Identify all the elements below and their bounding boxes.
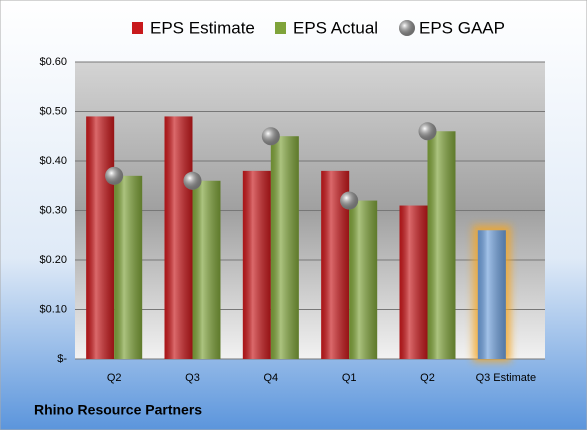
- bar-shine: [270, 136, 299, 359]
- x-tick-label: Q3 Estimate: [476, 372, 537, 384]
- y-tick-label: $0.20: [39, 254, 67, 266]
- gaap-marker-shine: [183, 171, 202, 190]
- bar-shine: [427, 131, 456, 359]
- bar-shine: [399, 205, 428, 359]
- x-tick-label: Q2: [420, 372, 435, 384]
- gaap-marker-shine: [418, 122, 437, 141]
- legend-swatch: [132, 22, 143, 34]
- y-tick-label: $0.30: [39, 204, 67, 216]
- bar-shine: [86, 116, 115, 359]
- gaap-marker-shine: [105, 166, 124, 185]
- x-tick-label: Q3: [185, 372, 200, 384]
- legend-label: EPS Actual: [293, 18, 378, 37]
- bar-shine: [114, 175, 143, 359]
- chart-title: Rhino Resource Partners: [34, 402, 202, 418]
- legend-swatch: [275, 22, 286, 34]
- x-tick-label: Q1: [342, 372, 357, 384]
- bar-shine: [242, 170, 271, 359]
- legend-swatch-shine: [399, 20, 415, 36]
- y-tick-label: $-: [57, 353, 67, 365]
- y-tick-label: $0.40: [39, 155, 67, 167]
- gaap-marker-shine: [340, 191, 359, 210]
- y-tick-label: $0.50: [39, 105, 67, 117]
- bar-shine: [164, 116, 193, 359]
- legend-label: EPS Estimate: [150, 18, 255, 37]
- bar-shine: [192, 180, 221, 359]
- y-tick-label: $0.60: [39, 56, 67, 68]
- bar-shine: [349, 200, 378, 359]
- legend-label: EPS GAAP: [419, 18, 505, 37]
- y-tick-label: $0.10: [39, 303, 67, 315]
- x-tick-label: Q2: [107, 372, 122, 384]
- bar-shine: [477, 230, 506, 359]
- gaap-marker-shine: [261, 127, 280, 146]
- x-tick-label: Q4: [263, 372, 278, 384]
